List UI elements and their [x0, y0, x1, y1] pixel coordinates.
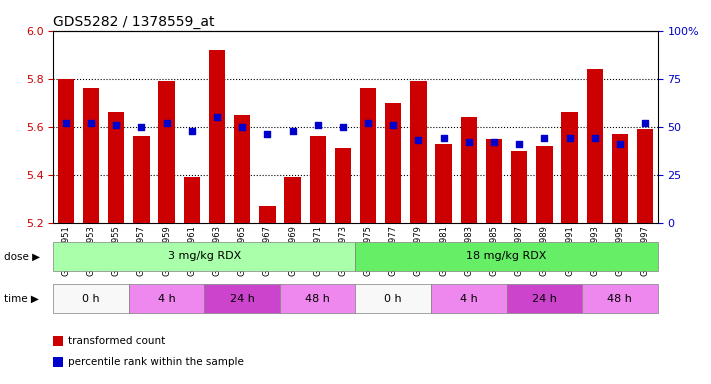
Point — [413, 137, 424, 143]
Point — [614, 141, 626, 147]
Bar — [58, 79, 74, 223]
Point — [513, 141, 525, 147]
Point — [564, 135, 575, 141]
Bar — [435, 144, 451, 223]
Bar — [183, 177, 200, 223]
Point — [639, 120, 651, 126]
Point — [136, 124, 147, 130]
Text: time ▶: time ▶ — [4, 293, 38, 304]
Point — [161, 120, 172, 126]
Bar — [385, 103, 402, 223]
Text: GDS5282 / 1378559_at: GDS5282 / 1378559_at — [53, 15, 215, 29]
Point — [237, 124, 248, 130]
Bar — [260, 206, 276, 223]
Text: 0 h: 0 h — [82, 293, 100, 304]
Bar — [486, 139, 502, 223]
Point — [363, 120, 374, 126]
Point — [287, 127, 298, 134]
Text: transformed count: transformed count — [68, 336, 166, 346]
Point — [186, 127, 198, 134]
Bar — [133, 136, 149, 223]
Bar — [309, 136, 326, 223]
Bar — [53, 284, 129, 313]
Point — [337, 124, 348, 130]
Point — [312, 122, 324, 128]
Bar — [410, 81, 427, 223]
Bar — [108, 113, 124, 223]
Text: 48 h: 48 h — [305, 293, 330, 304]
Bar — [587, 69, 603, 223]
Bar — [360, 88, 376, 223]
Text: 3 mg/kg RDX: 3 mg/kg RDX — [168, 251, 241, 262]
Bar — [511, 151, 528, 223]
Text: 18 mg/kg RDX: 18 mg/kg RDX — [466, 251, 547, 262]
Bar — [461, 117, 477, 223]
Point — [85, 120, 97, 126]
Bar — [431, 284, 506, 313]
Bar — [356, 242, 658, 271]
Bar — [205, 284, 280, 313]
Text: 48 h: 48 h — [607, 293, 632, 304]
Point — [539, 135, 550, 141]
Point — [589, 135, 600, 141]
Bar — [53, 242, 356, 271]
Point — [438, 135, 449, 141]
Point — [387, 122, 399, 128]
Point — [111, 122, 122, 128]
Bar — [159, 81, 175, 223]
Bar — [582, 284, 658, 313]
Point — [463, 139, 474, 145]
Text: dose ▶: dose ▶ — [4, 251, 40, 262]
Bar — [356, 284, 431, 313]
Text: 24 h: 24 h — [532, 293, 557, 304]
Bar — [129, 284, 205, 313]
Text: 0 h: 0 h — [385, 293, 402, 304]
Text: percentile rank within the sample: percentile rank within the sample — [68, 357, 244, 367]
Bar — [284, 177, 301, 223]
Point — [60, 120, 72, 126]
Bar — [234, 115, 250, 223]
Text: 4 h: 4 h — [460, 293, 478, 304]
Bar — [506, 284, 582, 313]
Bar — [280, 284, 356, 313]
Bar — [83, 88, 100, 223]
Bar — [536, 146, 552, 223]
Bar — [562, 113, 578, 223]
Bar — [209, 50, 225, 223]
Bar — [637, 129, 653, 223]
Point — [488, 139, 500, 145]
Bar — [335, 148, 351, 223]
Point — [211, 114, 223, 120]
Point — [262, 131, 273, 137]
Text: 24 h: 24 h — [230, 293, 255, 304]
Bar — [611, 134, 628, 223]
Text: 4 h: 4 h — [158, 293, 176, 304]
